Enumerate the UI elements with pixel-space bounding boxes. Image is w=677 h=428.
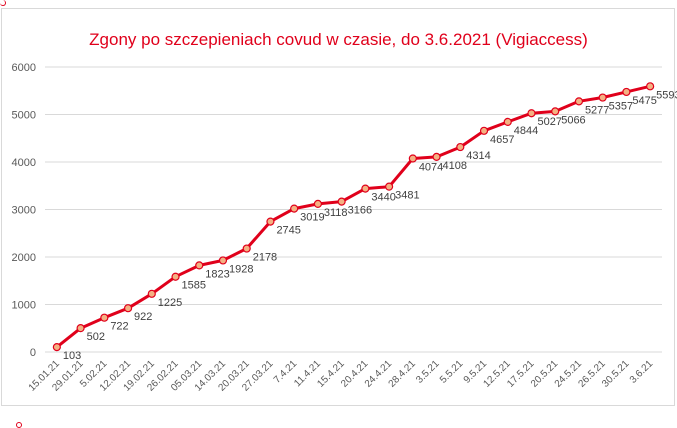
data-label: 4108 xyxy=(443,160,467,172)
data-point xyxy=(432,152,441,161)
data-label: 5066 xyxy=(561,114,585,126)
data-label: 2745 xyxy=(276,225,300,237)
data-point xyxy=(290,204,299,213)
data-point xyxy=(100,313,109,322)
data-label: 3019 xyxy=(300,212,324,224)
data-label: 5027 xyxy=(537,116,561,128)
y-tick-label: 1000 xyxy=(12,300,36,312)
data-point xyxy=(384,182,394,191)
data-label: 5357 xyxy=(609,101,633,113)
data-point xyxy=(195,261,204,270)
data-label: 5593 xyxy=(656,89,677,101)
data-label: 922 xyxy=(134,311,152,323)
y-tick-label: 6000 xyxy=(12,62,36,74)
x-tick-label: 3.5.21 xyxy=(414,358,442,386)
data-point xyxy=(52,343,61,352)
chart-frame xyxy=(1,8,675,406)
data-label: 4844 xyxy=(514,125,538,137)
data-label: 1225 xyxy=(158,297,182,309)
data-point xyxy=(574,97,584,106)
top-left-handle-icon xyxy=(0,0,6,6)
data-point xyxy=(123,304,133,313)
data-point xyxy=(598,93,607,102)
data-point xyxy=(503,117,512,127)
data-label: 5475 xyxy=(632,95,656,107)
data-label: 5277 xyxy=(585,104,609,116)
y-tick-label: 0 xyxy=(30,347,36,359)
data-label: 1585 xyxy=(182,280,206,292)
data-point xyxy=(313,199,323,208)
grid-lines xyxy=(45,66,662,353)
data-label: 3118 xyxy=(324,207,348,219)
data-point xyxy=(242,244,251,253)
data-point xyxy=(337,197,346,206)
data-point xyxy=(622,87,631,97)
data-label: 1928 xyxy=(229,263,253,275)
data-label: 2178 xyxy=(253,252,277,264)
data-point xyxy=(361,184,370,193)
chart-title: Zgony po szczepieniach covud w czasie, d… xyxy=(89,30,588,49)
data-label: 4074 xyxy=(419,161,443,173)
y-tick-label: 2000 xyxy=(12,252,36,264)
data-point xyxy=(218,256,228,265)
data-point xyxy=(147,289,156,298)
x-tick-label: 5.5.21 xyxy=(438,358,466,386)
data-label: 3166 xyxy=(348,205,372,217)
data-point xyxy=(527,109,536,118)
data-label: 103 xyxy=(63,350,81,362)
data-point xyxy=(266,217,275,226)
x-axis-ticks: 15.01.2129.01.215.02.2112.02.2119.02.212… xyxy=(27,358,656,394)
data-point xyxy=(171,272,180,281)
y-axis-ticks: 0 1000 2000 3000 4000 5000 6000 xyxy=(12,62,36,359)
data-point xyxy=(408,154,417,163)
data-label: 4314 xyxy=(466,150,490,162)
data-point xyxy=(456,142,465,152)
y-tick-label: 3000 xyxy=(12,205,36,217)
x-tick-label: 30.5.21 xyxy=(600,358,632,390)
data-point xyxy=(479,126,489,135)
y-tick-label: 5000 xyxy=(12,110,36,122)
data-label: 4657 xyxy=(490,134,514,146)
data-label: 3481 xyxy=(395,190,419,202)
x-tick-label: 3.6.21 xyxy=(628,358,656,386)
data-point xyxy=(551,107,560,116)
y-tick-label: 4000 xyxy=(12,157,36,169)
x-tick-label: 28.4.21 xyxy=(387,358,419,390)
data-point xyxy=(646,82,655,91)
series-markers xyxy=(52,82,655,352)
data-label: 502 xyxy=(87,331,105,343)
data-label: 1823 xyxy=(205,268,229,280)
data-label: 3440 xyxy=(371,192,395,204)
data-label: 722 xyxy=(110,321,128,333)
data-point xyxy=(76,324,85,333)
